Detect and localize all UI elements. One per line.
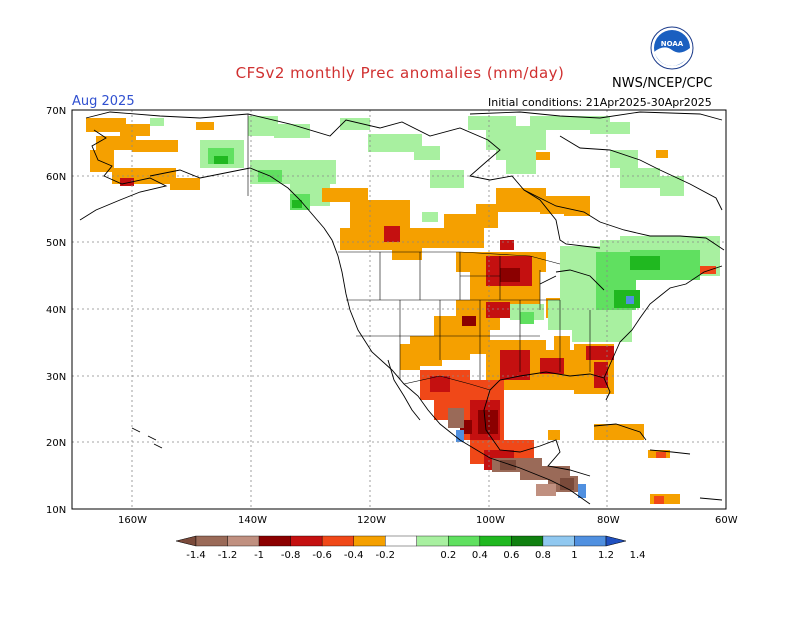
anomaly-shading bbox=[86, 116, 720, 504]
colorbar-label: 1.2 bbox=[598, 550, 614, 561]
colorbar-swatch bbox=[416, 535, 449, 547]
lat-label: 60N bbox=[46, 172, 66, 183]
lon-label: 100W bbox=[476, 515, 505, 526]
map-frame bbox=[71, 109, 727, 510]
colorbar-label: -0.8 bbox=[281, 550, 301, 561]
lat-label: 20N bbox=[46, 438, 66, 449]
colorbar-swatch bbox=[321, 535, 354, 547]
colorbar-swatch bbox=[227, 535, 260, 547]
agency-label: NWS/NCEP/CPC bbox=[612, 76, 713, 91]
colorbar-swatch bbox=[195, 535, 228, 547]
lon-labels: 160W 140W 120W 100W 80W 60W bbox=[118, 515, 738, 526]
colorbar-label: -0.6 bbox=[312, 550, 332, 561]
colorbar-label: -1.4 bbox=[186, 550, 206, 561]
lon-label: 120W bbox=[357, 515, 386, 526]
colorbar-label: -0.2 bbox=[375, 550, 395, 561]
colorbar-label: 0.4 bbox=[472, 550, 488, 561]
colorbar-label: 0.2 bbox=[440, 550, 456, 561]
lat-label: 40N bbox=[46, 305, 66, 316]
lat-label: 50N bbox=[46, 238, 66, 249]
graticule bbox=[72, 110, 726, 509]
colorbar-swatch bbox=[290, 535, 323, 547]
colorbar-swatch bbox=[511, 535, 544, 547]
colorbar-swatch bbox=[448, 535, 481, 547]
map-title: CFSv2 monthly Prec anomalies (mm/day) bbox=[235, 64, 565, 82]
svg-text:NOAA: NOAA bbox=[661, 40, 684, 48]
colorbar-swatch bbox=[542, 535, 575, 547]
colorbar-swatch bbox=[258, 535, 291, 547]
noaa-logo-icon: NOAA bbox=[650, 26, 694, 70]
initial-conditions: Initial conditions: 21Apr2025-30Apr2025 bbox=[488, 96, 712, 109]
lat-labels: 70N 60N 50N 40N 30N 20N 10N bbox=[46, 106, 66, 516]
colorbar-swatch bbox=[574, 535, 607, 547]
lon-label: 60W bbox=[715, 515, 738, 526]
colorbar-label: -1 bbox=[254, 550, 264, 561]
colorbar: -1.4 -1.2 -1 -0.8 -0.6 -0.4 -0.2 0.2 0.4 0.6 0.8 1 1… bbox=[175, 535, 646, 561]
lat-label: 10N bbox=[46, 505, 66, 516]
colorbar-label: -0.4 bbox=[344, 550, 364, 561]
colorbar-label: 1 bbox=[571, 550, 577, 561]
lat-label: 70N bbox=[46, 106, 66, 117]
colorbar-label: 0.8 bbox=[535, 550, 551, 561]
colorbar-label: -1.2 bbox=[218, 550, 238, 561]
colorbar-left-arrow bbox=[175, 535, 197, 547]
colorbar-swatch bbox=[385, 535, 417, 547]
lon-label: 160W bbox=[118, 515, 147, 526]
colorbar-right-arrow bbox=[605, 535, 627, 547]
colorbar-swatch bbox=[479, 535, 512, 547]
lon-label: 140W bbox=[238, 515, 267, 526]
lon-label: 80W bbox=[597, 515, 620, 526]
colorbar-label: 0.6 bbox=[503, 550, 519, 561]
colorbar-swatch bbox=[353, 535, 386, 547]
colorbar-label: 1.4 bbox=[630, 550, 646, 561]
political-borders bbox=[247, 114, 591, 391]
forecast-month: Aug 2025 bbox=[72, 94, 135, 109]
lat-label: 30N bbox=[46, 372, 66, 383]
